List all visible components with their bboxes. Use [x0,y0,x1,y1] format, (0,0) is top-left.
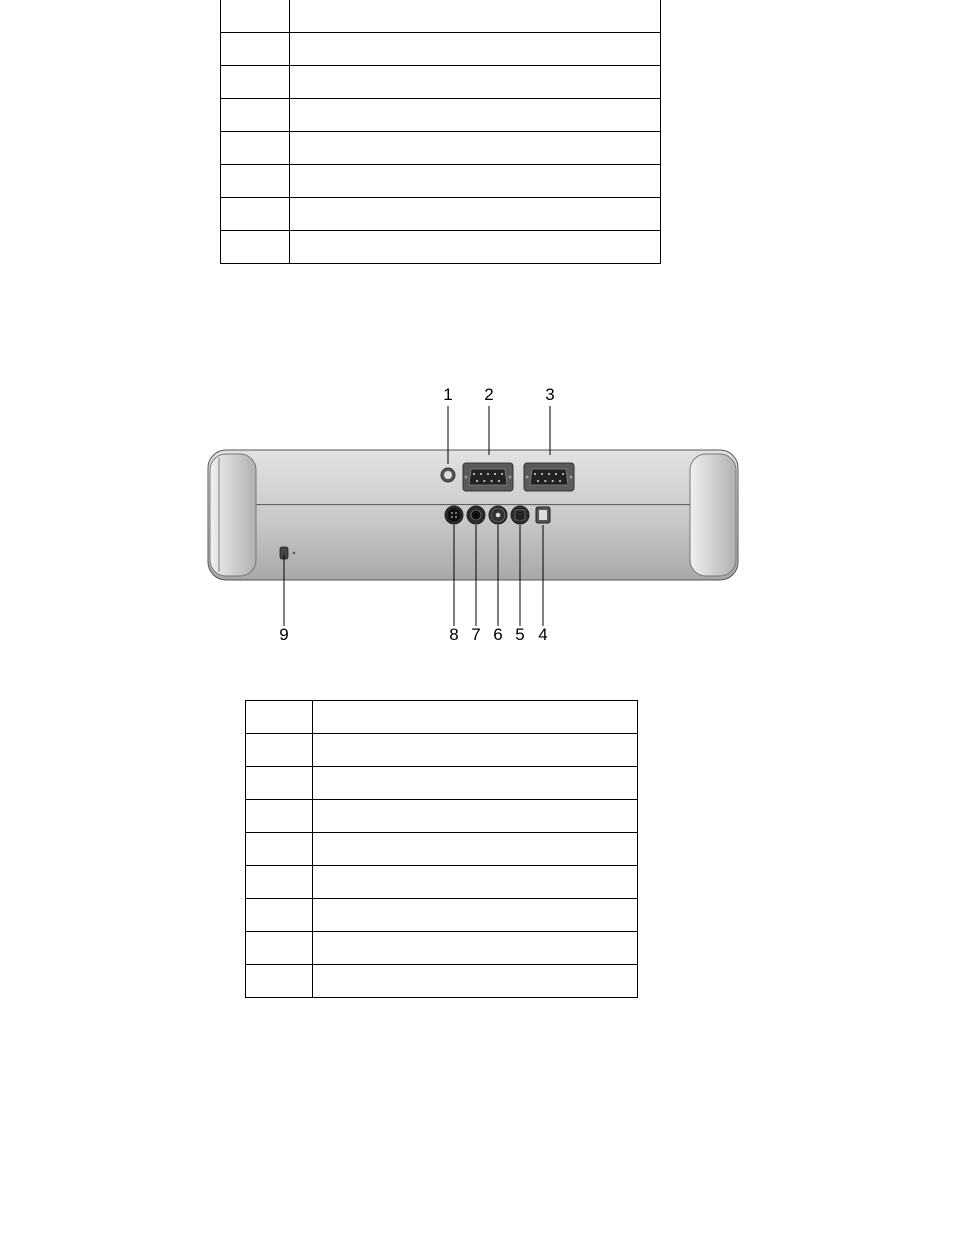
controls-cell-desc [290,231,661,264]
table-row [221,0,661,33]
callout-2: 2 [484,385,493,404]
controls-cell-desc [290,66,661,99]
controls-cell-desc [290,0,661,33]
ports-cell-num [246,701,313,734]
table-row [246,767,638,800]
ports-cell-num [246,866,313,899]
ports-cell-num [246,800,313,833]
callout-8: 8 [449,625,458,644]
table-row [221,165,661,198]
callout-5: 5 [515,625,524,644]
ports-cell-num [246,833,313,866]
ports-cell-num [246,767,313,800]
controls-cell-desc [290,99,661,132]
controls-table-1 [220,0,661,264]
ports-cell-desc [313,899,638,932]
table-row [221,66,661,99]
table-row [246,932,638,965]
table-row [246,701,638,734]
ports-cell-num [246,932,313,965]
table-row [246,866,638,899]
controls-cell-num [221,33,290,66]
controls-cell-num [221,132,290,165]
controls-cell-num [221,231,290,264]
ports-cell-num [246,899,313,932]
controls-cell-desc [290,33,661,66]
ports-cell-desc [313,833,638,866]
table-row [246,899,638,932]
controls-cell-num [221,165,290,198]
callout-6: 6 [493,625,502,644]
table-row [246,965,638,998]
ports-cell-num [246,965,313,998]
table-row [221,231,661,264]
callout-7: 7 [471,625,480,644]
callout-3: 3 [545,385,554,404]
table-row [221,132,661,165]
controls-cell-desc [290,165,661,198]
ports-cell-desc [313,866,638,899]
ports-cell-desc [313,800,638,833]
rear-panel-diagram: 1 2 3 45678 9 [196,385,756,645]
controls-cell-num [221,99,290,132]
ports-cell-desc [313,932,638,965]
controls-cell-desc [290,198,661,231]
table-row [221,99,661,132]
callout-4: 4 [538,625,547,644]
controls-cell-desc [290,132,661,165]
ports-cell-desc [313,701,638,734]
callout-9: 9 [279,625,288,644]
table-row [221,33,661,66]
controls-cell-num [221,66,290,99]
controls-cell-num [221,198,290,231]
table-row [221,198,661,231]
controls-cell-num [221,0,290,33]
ports-cell-desc [313,767,638,800]
ports-cell-num [246,734,313,767]
callout-1: 1 [443,385,452,404]
table-row [246,734,638,767]
table-row [246,800,638,833]
ports-cell-desc [313,734,638,767]
table-row [246,833,638,866]
ports-cell-desc [313,965,638,998]
ports-table-2 [245,700,638,998]
